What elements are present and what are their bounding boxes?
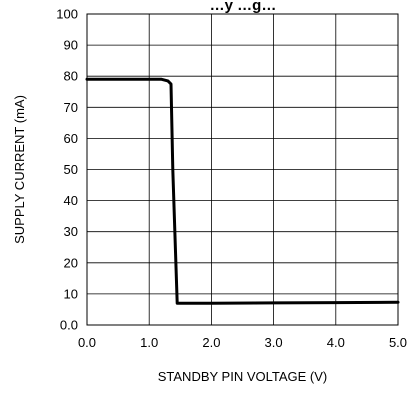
y-tick-label: 100	[56, 7, 78, 22]
y-tick-label: 70	[64, 100, 78, 115]
y-tick-label: 20	[64, 255, 78, 270]
y-tick-label: 50	[64, 162, 78, 177]
tick-labels: 0.0 1.0 2.0 3.0 4.0 5.0 0.0 10 20 30 40 50 60 70 80 90 1…	[56, 7, 407, 351]
plot-frame	[86, 13, 399, 326]
y-tick-label: 30	[64, 224, 78, 239]
y-tick-label: 10	[64, 286, 78, 301]
x-tick-label: 5.0	[389, 335, 407, 350]
x-tick-label: 3.0	[265, 335, 283, 350]
y-tick-label: 60	[64, 131, 78, 146]
x-tick-label: 0.0	[78, 335, 96, 350]
y-tick-label: 80	[64, 69, 78, 84]
x-tick-label: 1.0	[140, 335, 158, 350]
x-tick-label: 4.0	[327, 335, 345, 350]
y-tick-label: 0.0	[60, 318, 78, 333]
x-tick-label: 2.0	[202, 335, 220, 350]
gridlines	[86, 13, 399, 326]
y-tick-label: 40	[64, 193, 78, 208]
chart-title: …y …g…	[210, 0, 277, 14]
series-layer	[85, 77, 400, 305]
y-axis-label: SUPPLY CURRENT (mA)	[12, 95, 27, 244]
series-line-0	[85, 77, 400, 305]
x-axis-label: STANDBY PIN VOLTAGE (V)	[158, 369, 328, 384]
y-tick-label: 90	[64, 38, 78, 53]
